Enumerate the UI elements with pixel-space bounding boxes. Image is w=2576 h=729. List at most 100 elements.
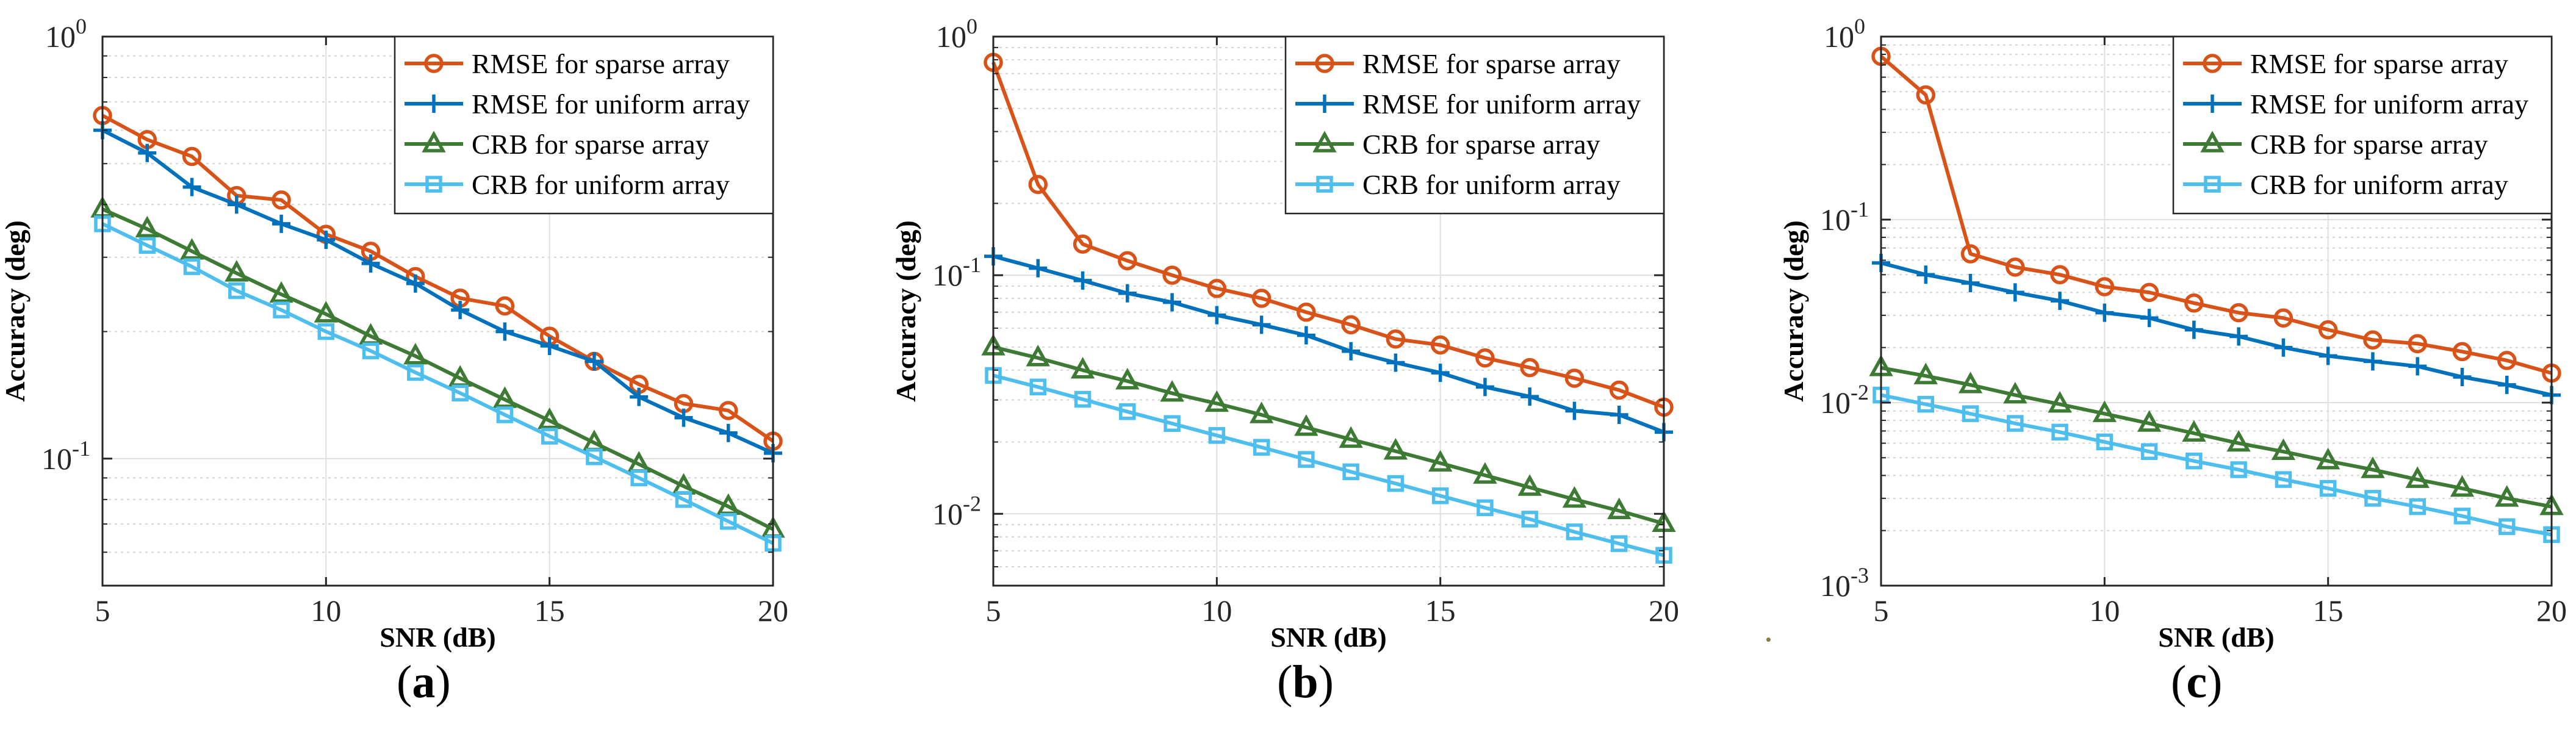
data-point (361, 254, 380, 273)
legend-label: CRB for uniform array (1362, 169, 1621, 200)
data-point (2051, 423, 2068, 441)
data-point (1298, 451, 1315, 468)
x-tick-label: 15 (534, 594, 565, 628)
data-point (495, 296, 515, 316)
y-tick-exponent: -2 (1851, 380, 1869, 404)
data-point (2271, 438, 2296, 461)
data-point (317, 231, 336, 250)
y-tick-base: 10 (1820, 569, 1851, 603)
series-1 (1871, 46, 2561, 383)
data-point (1029, 259, 1048, 278)
data-point (2495, 485, 2519, 507)
y-tick-exponent: -1 (1851, 197, 1869, 221)
data-point (272, 214, 291, 233)
data-point (492, 386, 517, 408)
series-line (993, 254, 1665, 434)
data-point (2048, 390, 2072, 413)
data-point (1070, 357, 1095, 379)
legend-swatch-marker (424, 54, 444, 73)
data-point (2453, 368, 2472, 387)
y-tick-label: 10-1 (1820, 197, 1869, 237)
x-tick-label: 15 (2313, 594, 2344, 628)
data-point (2408, 334, 2427, 354)
data-point (138, 143, 157, 162)
data-point (1119, 403, 1136, 420)
data-point (1430, 335, 1450, 355)
data-point (227, 195, 246, 214)
data-point (1073, 271, 1092, 290)
y-tick-exponent: -1 (72, 436, 90, 461)
data-point (139, 237, 156, 254)
x-tick-label: 5 (986, 594, 1001, 628)
series-3 (1869, 354, 2564, 515)
y-tick-label: 10-1 (41, 436, 90, 476)
data-point (1204, 390, 1229, 412)
series-2 (984, 247, 1673, 442)
legend-item-4: CRB for uniform array (405, 169, 730, 200)
y-tick-base: 10 (1820, 386, 1851, 420)
series-4 (1873, 386, 2560, 544)
data-point (2092, 400, 2117, 422)
data-point (2273, 308, 2294, 328)
data-point (1958, 372, 1983, 393)
data-point (496, 406, 514, 423)
data-point (1562, 486, 1587, 508)
series-line (101, 113, 774, 443)
series-line (1880, 261, 2552, 397)
y-tick-base: 10 (1824, 20, 1854, 54)
legend-swatch-marker (422, 131, 446, 153)
series-line (993, 373, 1664, 558)
data-point (2229, 327, 2248, 346)
data-point (1339, 426, 1363, 448)
data-point (2095, 277, 2115, 296)
legend-label: CRB for uniform array (2250, 169, 2508, 200)
legend: RMSE for sparse array RMSE for uniform ar… (2172, 35, 2553, 215)
y-axis-label: Accuracy (deg) (1778, 220, 1809, 402)
data-point (2186, 452, 2203, 470)
data-point (2453, 508, 2471, 525)
data-point (1916, 85, 1936, 105)
data-point (2450, 475, 2475, 497)
x-axis-label: SNR (dB) (1270, 622, 1386, 653)
y-tick-base: 10 (932, 258, 963, 292)
series-line (1880, 393, 2552, 537)
y-tick-label: 10-1 (932, 253, 981, 292)
y-tick-exponent: -2 (963, 491, 981, 515)
y-tick-base: 10 (932, 497, 963, 531)
data-point (1473, 462, 1497, 484)
data-point (1115, 368, 1140, 390)
x-tick-label: 5 (95, 594, 110, 628)
data-point (1294, 414, 1319, 436)
data-point (2139, 282, 2159, 303)
caption-a: (a) (397, 656, 451, 708)
data-point (1917, 395, 1935, 413)
data-point (585, 352, 603, 371)
data-point (2319, 347, 2337, 365)
data-point (1252, 315, 1271, 334)
data-point (1517, 474, 1542, 496)
y-tick-base: 10 (1820, 203, 1851, 237)
series-line (101, 128, 774, 455)
caption-c: (c) (2171, 656, 2223, 708)
data-point (2452, 342, 2472, 362)
y-tick-exponent: -1 (963, 253, 981, 277)
data-point (272, 190, 291, 210)
data-point (1386, 329, 1406, 349)
data-point (2182, 420, 2206, 442)
data-point (179, 238, 204, 260)
legend-item-2: RMSE for uniform array (405, 88, 750, 120)
data-point (2318, 320, 2338, 340)
legend-swatch-marker (425, 95, 443, 113)
data-point (1253, 439, 1270, 456)
y-tick-label: 100 (45, 14, 87, 54)
data-point (1297, 326, 1315, 345)
data-point (2096, 433, 2114, 451)
data-point (2230, 461, 2247, 478)
data-point (1431, 487, 1449, 505)
legend-swatch-marker (2203, 54, 2222, 73)
data-point (1073, 234, 1093, 254)
data-point (1565, 401, 1584, 420)
data-point (228, 282, 245, 300)
